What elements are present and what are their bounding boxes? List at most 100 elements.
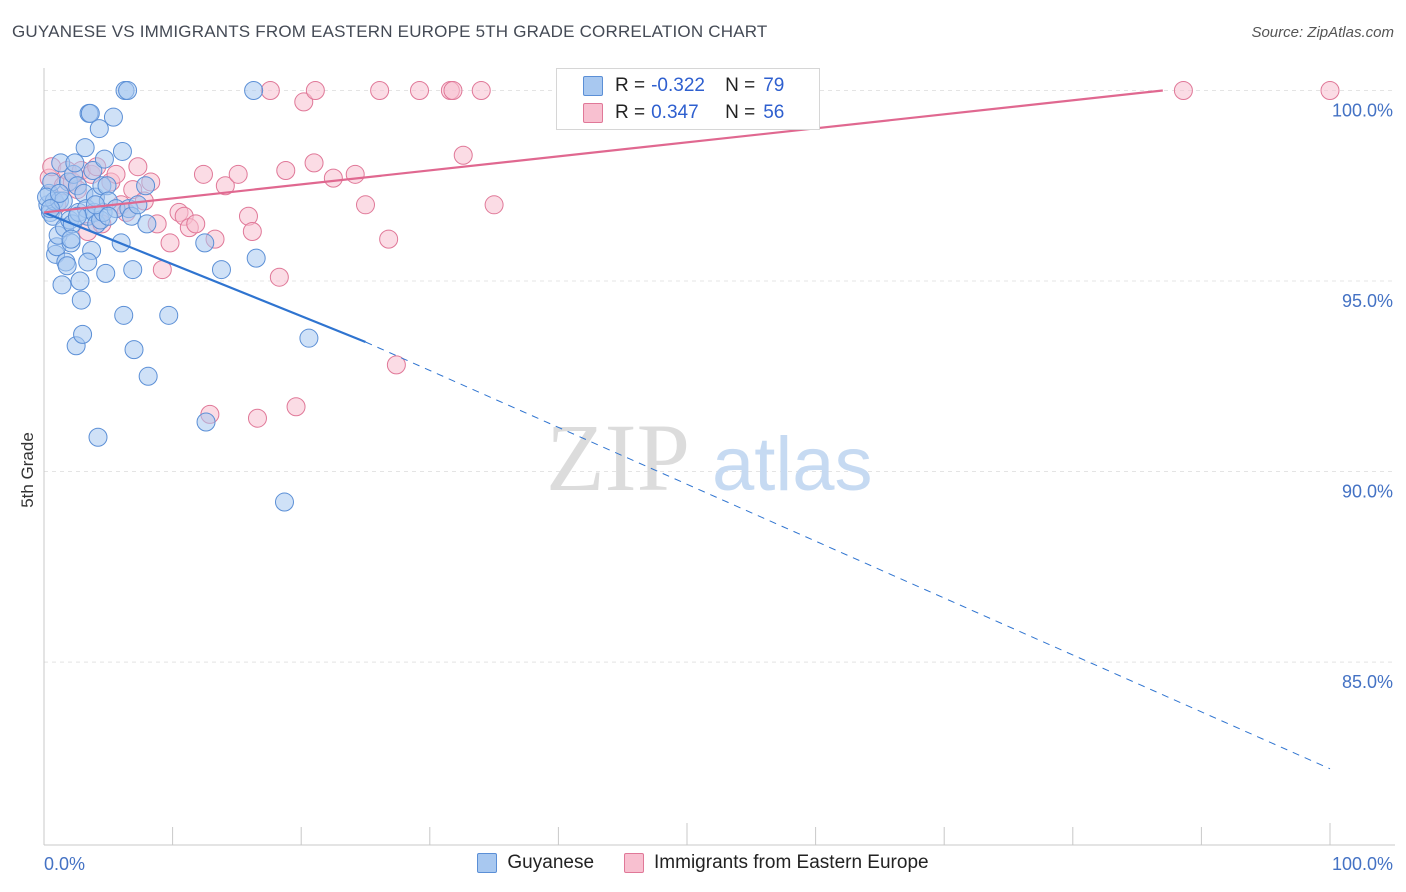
eastern-europe-swatch	[583, 103, 603, 123]
watermark-atlas: atlas	[712, 422, 873, 507]
eastern-europe-point	[215, 176, 235, 196]
guyanese-point	[118, 80, 138, 100]
guyanese-point	[123, 260, 143, 280]
eastern-europe-n-value: 56	[763, 102, 785, 123]
guyanese-n-value: 79	[763, 75, 785, 96]
guyanese-point	[80, 103, 100, 123]
legend-label-eastern-europe: Immigrants from Eastern Europe	[654, 852, 929, 873]
guyanese-point	[71, 290, 91, 310]
eastern-europe-point	[1173, 80, 1193, 100]
guyanese-point	[78, 252, 98, 272]
tick-labels: 100.0% 95.0% 90.0% 85.0% 0.0% 100.0%	[44, 100, 1393, 874]
y-tick-label: 95.0%	[1342, 291, 1393, 311]
eastern-europe-point	[453, 145, 473, 165]
guyanese-points	[37, 80, 319, 512]
legend-label-guyanese: Guyanese	[507, 852, 595, 873]
source-credit: Source: ZipAtlas.com	[1251, 24, 1394, 41]
y-tick-label: 100.0%	[1332, 100, 1393, 120]
guyanese-trend-line	[43, 211, 366, 344]
legend-item-guyanese[interactable]: Guyanese	[477, 852, 594, 874]
eastern-europe-point	[260, 80, 280, 100]
guyanese-legend-swatch	[477, 853, 498, 873]
y-tick-label: 90.0%	[1342, 482, 1393, 502]
legend-row-eastern-europe: R = 0.347 N = 56	[583, 100, 784, 126]
guyanese-point	[137, 214, 157, 234]
guyanese-point	[196, 412, 216, 432]
guyanese-point	[94, 149, 114, 169]
r-label: R =	[615, 102, 646, 123]
eastern-europe-point	[484, 195, 504, 215]
guyanese-point	[136, 176, 156, 196]
guyanese-point	[112, 141, 132, 161]
eastern-europe-point	[294, 92, 314, 112]
eastern-europe-point	[410, 80, 430, 100]
eastern-europe-point	[386, 355, 406, 375]
eastern-europe-point	[1320, 80, 1340, 100]
guyanese-r-value: -0.322	[651, 75, 705, 96]
eastern-europe-point	[186, 214, 206, 234]
eastern-europe-points	[39, 80, 1340, 428]
eastern-europe-legend-swatch	[624, 853, 645, 873]
eastern-europe-point	[128, 157, 148, 177]
eastern-europe-trend-line	[43, 89, 1163, 214]
r-label: R =	[615, 75, 646, 96]
guyanese-point	[246, 248, 266, 268]
n-label: N =	[725, 102, 756, 123]
guyanese-point	[89, 119, 109, 139]
guyanese-point	[52, 275, 72, 295]
eastern-europe-point	[269, 267, 289, 287]
eastern-europe-point	[379, 229, 399, 249]
eastern-europe-point	[304, 153, 324, 173]
guyanese-point	[49, 183, 69, 203]
guyanese-point	[128, 195, 148, 215]
guyanese-point	[159, 305, 179, 325]
trend-lines	[43, 89, 1331, 770]
eastern-europe-point	[370, 80, 390, 100]
watermark: ZIP atlas	[546, 404, 873, 511]
guyanese-point	[299, 328, 319, 348]
legend-row-guyanese: R = -0.322 N = 79	[583, 73, 784, 99]
eastern-europe-point	[323, 168, 343, 188]
guyanese-point	[75, 138, 95, 158]
eastern-europe-point	[242, 221, 262, 241]
watermark-zip: ZIP	[546, 404, 690, 511]
guyanese-point	[73, 324, 93, 344]
eastern-europe-point	[286, 397, 306, 417]
eastern-europe-point	[305, 80, 325, 100]
x-tick-label: 0.0%	[44, 854, 85, 874]
guyanese-point	[274, 492, 294, 512]
guyanese-point	[195, 233, 215, 253]
eastern-europe-point	[471, 80, 491, 100]
guyanese-point	[244, 80, 264, 100]
guyanese-point	[65, 153, 85, 173]
eastern-europe-point	[228, 164, 248, 184]
guyanese-point	[138, 366, 158, 386]
guyanese-point	[98, 206, 118, 226]
guyanese-trend-extension	[365, 341, 1331, 770]
y-tick-label: 85.0%	[1342, 672, 1393, 692]
guyanese-point	[114, 305, 134, 325]
guyanese-point	[83, 161, 103, 181]
chart-title: GUYANESE VS IMMIGRANTS FROM EASTERN EURO…	[12, 22, 768, 41]
guyanese-point	[103, 107, 123, 127]
guyanese-point	[211, 260, 231, 280]
guyanese-point	[70, 271, 90, 291]
guyanese-point	[88, 427, 108, 447]
series-legend: Guyanese Immigrants from Eastern Europe	[0, 852, 1406, 874]
legend-item-eastern-europe[interactable]: Immigrants from Eastern Europe	[624, 852, 929, 874]
eastern-europe-point	[193, 164, 213, 184]
eastern-europe-point	[276, 161, 296, 181]
guyanese-swatch	[583, 76, 603, 96]
eastern-europe-point	[356, 195, 375, 215]
guyanese-point	[61, 229, 81, 249]
guyanese-point	[96, 263, 116, 283]
n-label: N =	[725, 75, 756, 96]
guyanese-point	[57, 256, 77, 276]
eastern-europe-point	[160, 233, 180, 253]
stats-legend: R = -0.322 N = 79 R = 0.347 N = 56	[556, 68, 820, 130]
eastern-europe-point	[345, 164, 365, 184]
x-tick-label: 100.0%	[1332, 854, 1393, 874]
guyanese-point	[124, 340, 144, 360]
eastern-europe-point	[247, 408, 267, 428]
